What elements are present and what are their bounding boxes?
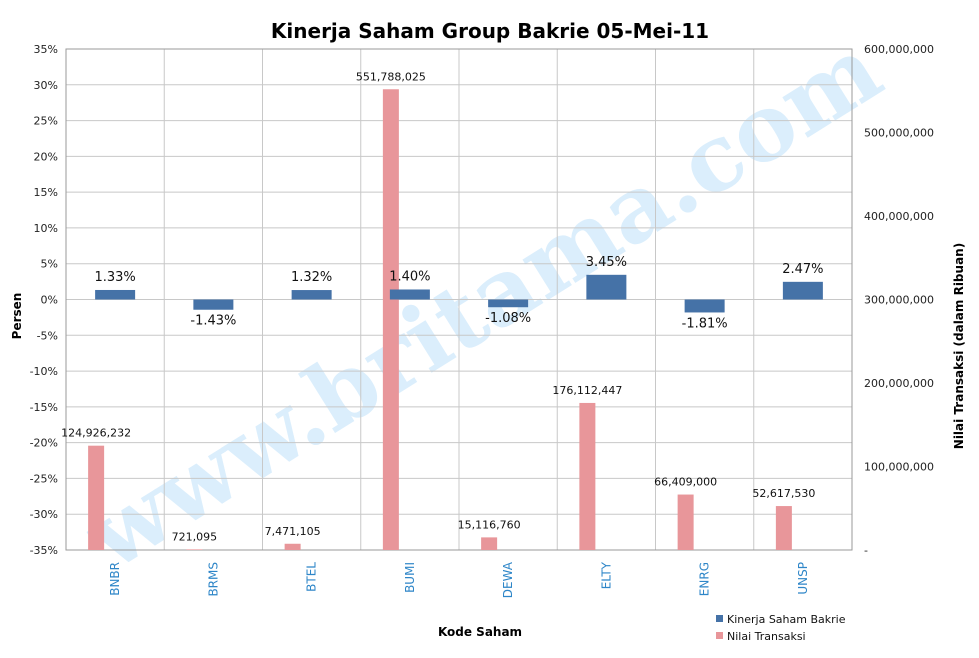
right-axis-ticks: 600,000,000 500,000,000 400,000,000 300,000… [864, 43, 934, 557]
kinerja-saham-bar [782, 281, 823, 300]
nilai-transaksi-bar [579, 402, 596, 550]
y-axis-title: Persen [10, 293, 24, 340]
plot-border [65, 48, 853, 551]
legend-swatch-nilai [716, 632, 723, 639]
kinerja-saham-bar [389, 289, 430, 300]
category-label: ENRG [698, 562, 712, 596]
legend-label-kinerja: Kinerja Saham Bakrie [727, 613, 846, 626]
y-tick-label: 5% [41, 258, 58, 271]
legend-swatch-kinerja [716, 615, 723, 622]
category-label: DEWA [501, 561, 515, 598]
kinerja-saham-bar [488, 299, 529, 308]
nilai-transaksi-bar [186, 549, 203, 550]
y-tick-label: -35% [30, 544, 58, 557]
nilai-transaksi-series [88, 89, 792, 551]
kinerja-saham-bar [193, 299, 234, 310]
legend-label-nilai: Nilai Transaksi [727, 630, 806, 643]
y-tick-label: -5% [37, 329, 58, 342]
y-tick-label: 25% [34, 115, 58, 128]
left-axis-ticks: 35% 30% 25% 20% 15% 10% 5% 0% -5% -10% -15% -20% -25… [30, 43, 58, 557]
category-label: BNBR [108, 562, 122, 596]
grid-lines [65, 48, 853, 551]
category-label: BTEL [305, 562, 319, 592]
y2-tick-label: 400,000,000 [864, 210, 934, 223]
category-labels: BNBR BRMS BTEL BUMI DEWA ELTY ENRG UNSP [108, 561, 810, 598]
nilai-transaksi-bar [284, 543, 301, 550]
nilai-transaksi-label: 66,409,000 [654, 476, 717, 489]
nilai-transaksi-label: 176,112,447 [552, 384, 622, 397]
y2-tick-label: 500,000,000 [864, 127, 934, 140]
nilai-transaksi-bar [382, 89, 399, 551]
nilai-transaksi-label: 721,095 [172, 530, 218, 543]
y-tick-label: -25% [30, 472, 58, 485]
y2-tick-label: 600,000,000 [864, 43, 934, 56]
watermark: www.britama.com [66, 15, 899, 591]
kinerja-saham-label: -1.08% [485, 311, 531, 326]
nilai-transaksi-bar [775, 506, 792, 550]
y-tick-label: -30% [30, 508, 58, 521]
y2-tick-label: 200,000,000 [864, 377, 934, 390]
y-tick-label: 30% [34, 79, 58, 92]
legend: Kinerja Saham Bakrie Nilai Transaksi [716, 613, 846, 643]
nilai-transaksi-label: 7,471,105 [265, 525, 321, 538]
x-axis-title: Kode Saham [438, 625, 522, 639]
kinerja-saham-label: 3.45% [586, 255, 627, 270]
kinerja-saham-label: -1.43% [190, 314, 236, 329]
category-label: BRMS [206, 562, 220, 597]
y-tick-label: 0% [41, 294, 58, 307]
kinerja-saham-label: 2.47% [782, 262, 823, 277]
kinerja-saham-bar [684, 299, 725, 313]
y2-tick-label: 100,000,000 [864, 461, 934, 474]
kinerja-saham-label: -1.81% [682, 316, 728, 331]
nilai-transaksi-bar [677, 494, 694, 550]
y-tick-label: 15% [34, 186, 58, 199]
kinerja-saham-bar [291, 290, 332, 300]
kinerja-saham-series [95, 274, 823, 313]
chart-title: Kinerja Saham Group Bakrie 05-Mei-11 [271, 19, 709, 43]
nilai-transaksi-label: 124,926,232 [61, 427, 131, 440]
kinerja-saham-label: 1.40% [389, 269, 430, 284]
kinerja-saham-bar [95, 289, 136, 300]
y-tick-label: -15% [30, 401, 58, 414]
nilai-transaksi-label: 15,116,760 [458, 518, 521, 531]
y2-axis-title: Nilai Transaksi (dalam Ribuan) [952, 243, 966, 449]
y2-tick-label: 300,000,000 [864, 294, 934, 307]
category-label: UNSP [796, 562, 810, 595]
nilai-transaksi-bar [88, 445, 105, 550]
category-label: BUMI [403, 562, 417, 593]
y-tick-label: 10% [34, 222, 58, 235]
y-tick-label: -20% [30, 437, 58, 450]
nilai-transaksi-label: 52,617,530 [752, 487, 815, 500]
y-tick-label: -10% [30, 365, 58, 378]
nilai-transaksi-label: 551,788,025 [356, 70, 426, 83]
kinerja-saham-bar [586, 274, 627, 300]
nilai-transaksi-bar [481, 537, 498, 550]
category-label: ELTY [599, 561, 613, 589]
kinerja-saham-label: 1.33% [94, 270, 135, 285]
y-tick-label: 20% [34, 150, 58, 163]
y-tick-label: 35% [34, 43, 58, 56]
data-labels: 124,926,232 1.33% 721,095 -1.43% 7,471,105 1.… [61, 70, 823, 543]
y2-tick-label: - [864, 544, 868, 557]
kinerja-saham-label: 1.32% [291, 270, 332, 285]
